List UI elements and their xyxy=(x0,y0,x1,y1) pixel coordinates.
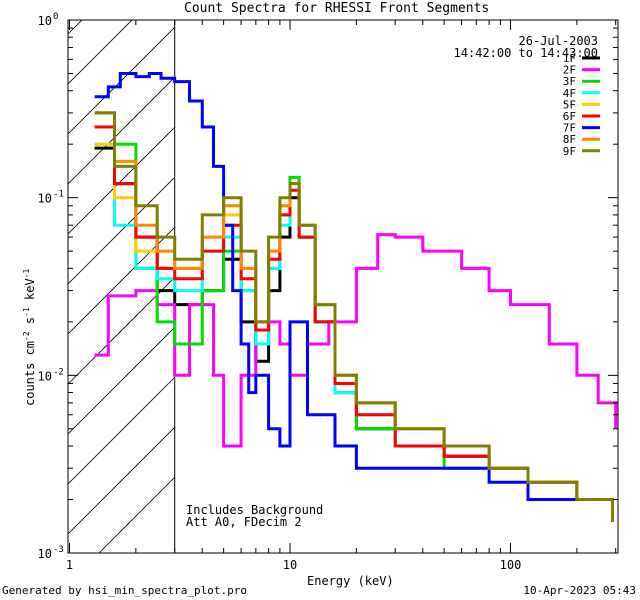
y-tick-exponent: -1 xyxy=(53,190,64,200)
series-line-9F xyxy=(94,111,614,522)
hatch-line xyxy=(68,20,133,85)
chart-title: Count Spectra for RHESSI Front Segments xyxy=(184,1,490,16)
hatch-line xyxy=(68,377,175,485)
series-line-6F xyxy=(94,125,614,522)
y-tick-exponent: -2 xyxy=(53,367,64,377)
hatch-line xyxy=(68,427,175,535)
annotation-attenuator: Att A0, FDecim 2 xyxy=(186,515,302,529)
y-tick-exponent: -3 xyxy=(53,545,64,555)
legend-label-6F: 6F xyxy=(563,110,576,123)
series-line-4F xyxy=(94,142,614,522)
legend-label-2F: 2F xyxy=(563,64,576,77)
x-tick-label: 100 xyxy=(500,558,522,572)
legend-label-1F: 1F xyxy=(563,52,576,65)
legend-label-3F: 3F xyxy=(563,75,576,88)
series-line-1F xyxy=(94,146,614,522)
footer-generated-by: Generated by hsi_min_spectra_plot.pro xyxy=(2,584,248,597)
y-tick-label: 10 xyxy=(38,14,52,28)
legend-label-4F: 4F xyxy=(563,87,576,100)
hatch-line xyxy=(68,177,175,285)
footer-timestamp: 10-Apr-2023 05:43 xyxy=(523,584,636,597)
hatch-line xyxy=(68,77,175,185)
y-tick-exponent: 0 xyxy=(53,12,58,22)
legend-label-5F: 5F xyxy=(563,98,576,111)
legend-label-9F: 9F xyxy=(563,145,576,158)
y-tick-label: 10 xyxy=(38,192,52,206)
hatch-line xyxy=(68,20,83,35)
series-line-5F xyxy=(94,142,614,522)
hatch-line xyxy=(98,477,175,553)
x-axis-label: Energy (keV) xyxy=(307,574,394,588)
hatch-line xyxy=(68,327,175,435)
legend-label-7F: 7F xyxy=(563,122,576,135)
y-tick-label: 10 xyxy=(38,369,52,383)
time-range-label: 14:42:00 to 14:43:00 xyxy=(453,46,599,60)
annotation-background: Includes Background xyxy=(186,503,324,517)
series-line-7F xyxy=(94,72,614,522)
date-label: 26-Jul-2003 xyxy=(518,34,598,48)
series-line-3F xyxy=(94,111,614,522)
series-line-8F xyxy=(94,111,614,522)
hatch-line xyxy=(68,127,175,235)
y-tick-label: 10 xyxy=(38,547,52,561)
x-tick-label: 10 xyxy=(283,558,297,572)
series-layer xyxy=(94,72,618,522)
legend-label-8F: 8F xyxy=(563,133,576,146)
x-tick-label: 1 xyxy=(66,558,73,572)
plot-frame xyxy=(67,19,619,554)
